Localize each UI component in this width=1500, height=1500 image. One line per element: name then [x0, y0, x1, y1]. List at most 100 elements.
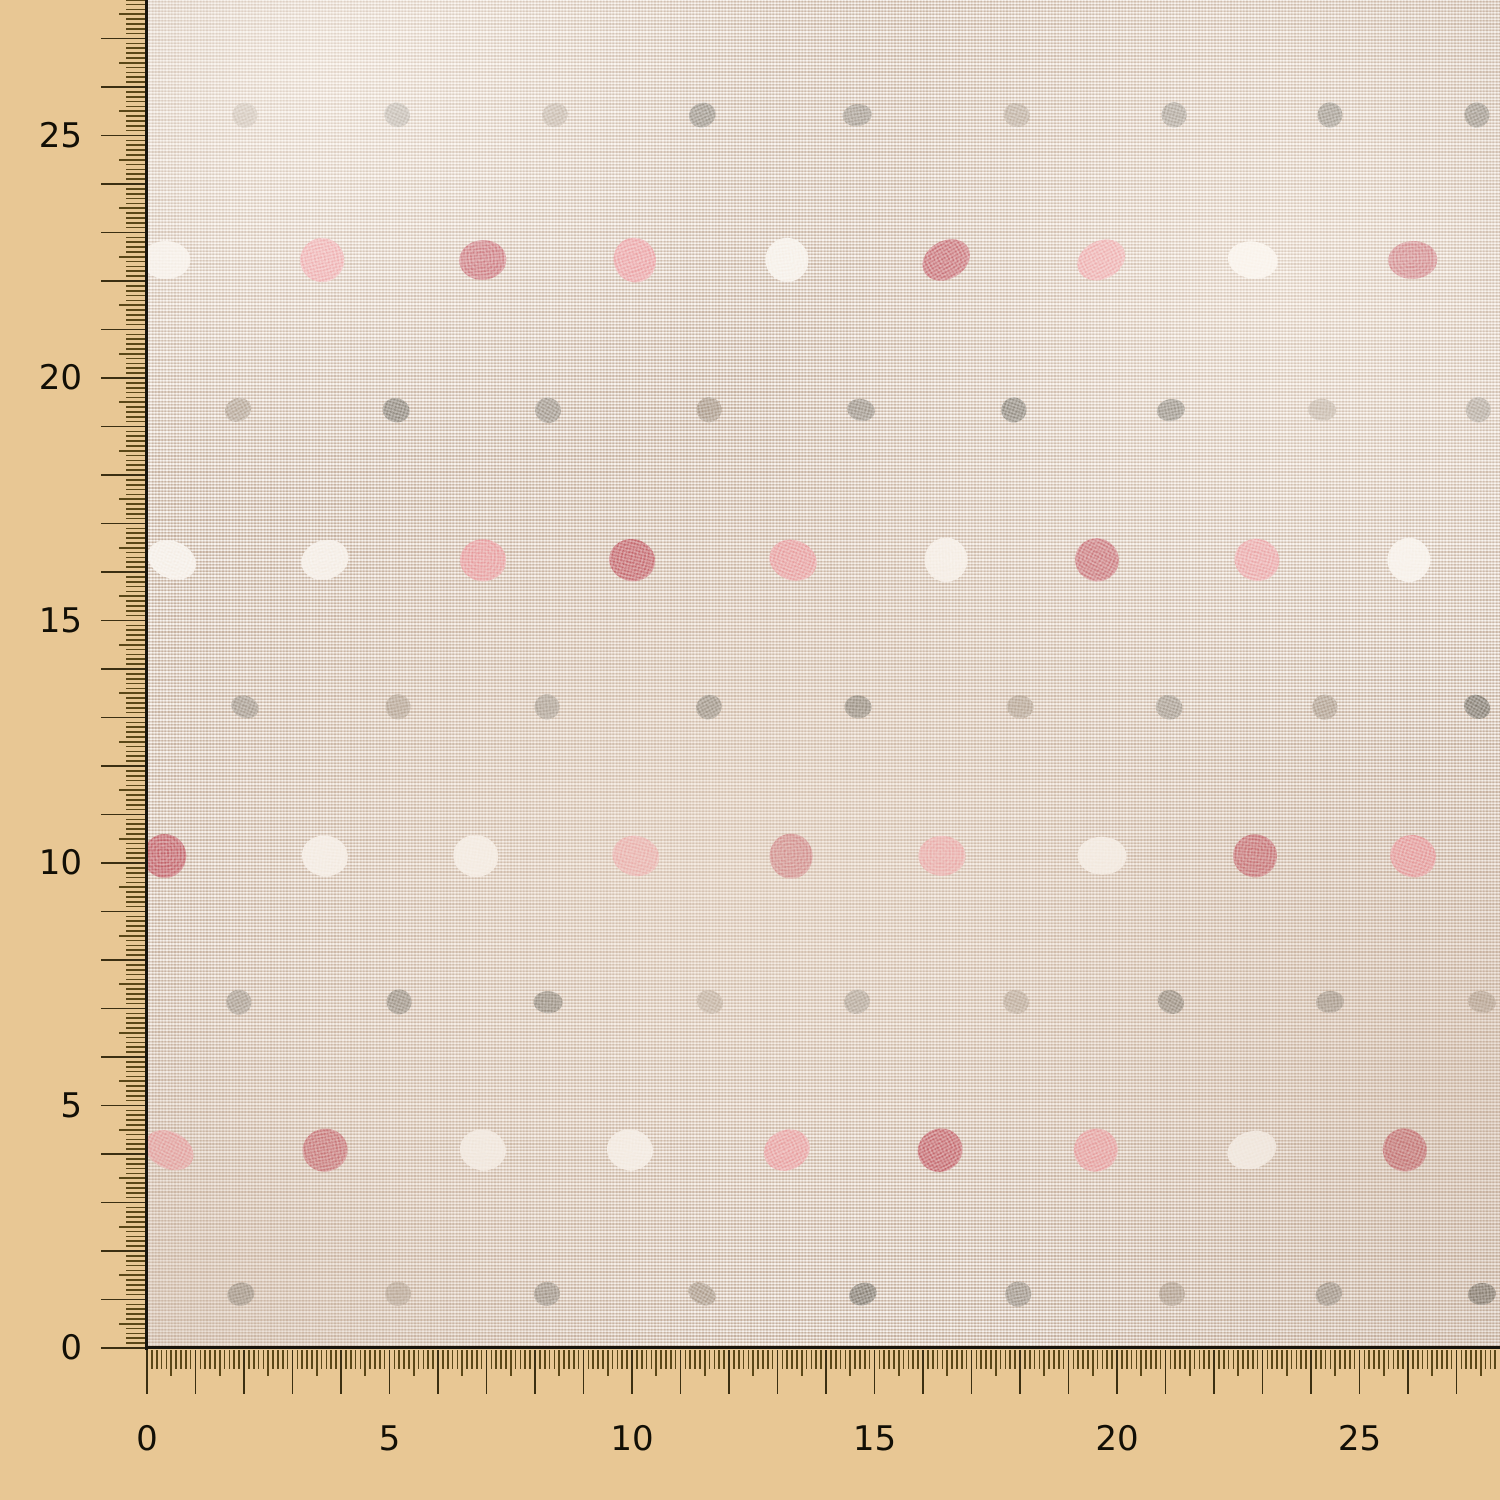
ruler-tick-minor-y [126, 779, 145, 782]
ruler-tick-minor-y [126, 799, 145, 801]
ruler-tick-minor-y [126, 493, 145, 496]
ruler-tick-minor-x [1295, 1350, 1298, 1369]
ruler-tick-minor-x [1319, 1350, 1322, 1369]
ruler-tick-mid-x [1237, 1350, 1240, 1376]
ruler-tick-major-x [291, 1350, 294, 1394]
ruler-tick-minor-y [126, 1313, 145, 1315]
ruler-tick-minor-x [888, 1350, 890, 1369]
ruler-tick-minor-x [854, 1350, 856, 1369]
ruler-tick-minor-x [907, 1350, 910, 1369]
ruler-tick-minor-x [626, 1350, 628, 1369]
ruler-tick-minor-y [126, 149, 145, 151]
ruler-tick-minor-y [126, 47, 145, 50]
ruler-tick-minor-x [956, 1350, 958, 1369]
ruler-tick-minor-y [126, 585, 145, 588]
ruler-tick-major-y [101, 1153, 145, 1155]
ruler-tick-minor-x [1484, 1350, 1487, 1369]
ruler-tick-minor-x [1348, 1350, 1351, 1369]
ruler-tick-minor-x [311, 1350, 313, 1369]
ruler-label-x: 15 [852, 1419, 897, 1459]
ruler-tick-mid-y [119, 546, 145, 549]
ruler-tick-mid-x [946, 1350, 949, 1376]
ruler-tick-minor-x [999, 1350, 1002, 1369]
ruler-tick-minor-y [126, 731, 145, 733]
ruler-tick-minor-x [577, 1350, 580, 1369]
ruler-tick-major-y [101, 1347, 145, 1349]
ruler-tick-mid-y [119, 1274, 145, 1277]
ruler-tick-minor-y [126, 1138, 145, 1141]
ruler-tick-minor-y [126, 1293, 145, 1296]
ruler-tick-minor-x [1489, 1350, 1492, 1369]
ruler-tick-minor-x [1494, 1350, 1497, 1369]
ruler-tick-minor-x [941, 1350, 944, 1369]
ruler-tick-minor-x [349, 1350, 352, 1369]
ruler-tick-minor-x [1251, 1350, 1254, 1369]
ruler-tick-minor-x [1169, 1350, 1172, 1369]
ruler-tick-major-y [101, 571, 145, 573]
ruler-tick-minor-y [126, 1085, 145, 1087]
ruler-tick-minor-x [621, 1350, 624, 1369]
ruler-tick-minor-x [442, 1350, 444, 1369]
ruler-tick-minor-x [1077, 1350, 1080, 1369]
ruler-tick-minor-x [281, 1350, 284, 1369]
ruler-tick-minor-x [1475, 1350, 1477, 1369]
ruler-tick-minor-y [126, 639, 145, 641]
ruler-tick-mid-x [1382, 1350, 1385, 1376]
ruler-tick-mid-y [119, 692, 145, 695]
ruler-tick-minor-y [126, 440, 145, 442]
ruler-tick-minor-x [1247, 1350, 1249, 1369]
ruler-tick-minor-y [126, 1308, 145, 1311]
ruler-tick-minor-y [126, 144, 145, 147]
ruler-tick-minor-y [126, 973, 145, 976]
ruler-tick-minor-y [126, 1259, 145, 1262]
ruler-tick-minor-x [277, 1350, 279, 1369]
ruler-tick-minor-y [126, 1221, 145, 1223]
ruler-tick-minor-y [126, 275, 145, 277]
ruler-tick-minor-x [1130, 1350, 1133, 1369]
ruler-tick-major-x [388, 1350, 391, 1394]
ruler-tick-major-x [1407, 1350, 1409, 1394]
ruler-label-x: 20 [1095, 1419, 1139, 1459]
ruler-tick-minor-x [466, 1350, 468, 1369]
ruler-tick-major-x [1455, 1350, 1458, 1394]
ruler-tick-minor-y [126, 372, 145, 374]
ruler-tick-minor-x [859, 1350, 861, 1369]
ruler-label-y: 10 [38, 843, 82, 883]
ruler-tick-minor-y [126, 66, 145, 69]
ruler-tick-minor-y [126, 1114, 145, 1117]
ruler-tick-minor-y [126, 561, 145, 564]
ruler-tick-minor-y [126, 163, 145, 166]
ruler-tick-minor-x [781, 1350, 784, 1369]
ruler-tick-minor-x [1387, 1350, 1390, 1369]
ruler-tick-major-y [101, 1007, 145, 1010]
ruler-tick-minor-x [233, 1350, 236, 1369]
ruler-tick-minor-y [126, 527, 145, 530]
ruler-tick-minor-y [126, 847, 145, 850]
ruler-tick-major-x [194, 1350, 197, 1394]
ruler-tick-minor-x [1445, 1350, 1448, 1369]
ruler-tick-mid-x [800, 1350, 803, 1376]
ruler-tick-minor-x [151, 1350, 153, 1369]
ruler-tick-minor-x [713, 1350, 716, 1369]
ruler-tick-major-y [101, 474, 145, 476]
ruler-tick-minor-x [223, 1350, 226, 1369]
ruler-tick-major-x [631, 1350, 633, 1394]
ruler-tick-minor-y [126, 115, 145, 117]
ruler-tick-minor-x [568, 1350, 570, 1369]
ruler-tick-minor-y [126, 285, 145, 287]
ruler-tick-minor-x [931, 1350, 934, 1369]
ruler-tick-minor-x [1421, 1350, 1424, 1369]
ruler-tick-minor-x [1300, 1350, 1303, 1369]
ruler-tick-minor-y [126, 726, 145, 729]
ruler-tick-mid-x [849, 1350, 852, 1376]
ruler-tick-minor-y [126, 154, 145, 156]
ruler-tick-major-x [243, 1350, 245, 1394]
ruler-tick-minor-y [126, 289, 145, 292]
ruler-tick-minor-x [1053, 1350, 1055, 1369]
ruler-tick-minor-y [126, 18, 145, 20]
ruler-tick-mid-x [897, 1350, 900, 1376]
ruler-tick-minor-x [1276, 1350, 1278, 1369]
ruler-tick-minor-y [126, 1230, 145, 1233]
ruler-tick-minor-y [126, 265, 145, 268]
ruler-tick-minor-x [165, 1350, 168, 1369]
